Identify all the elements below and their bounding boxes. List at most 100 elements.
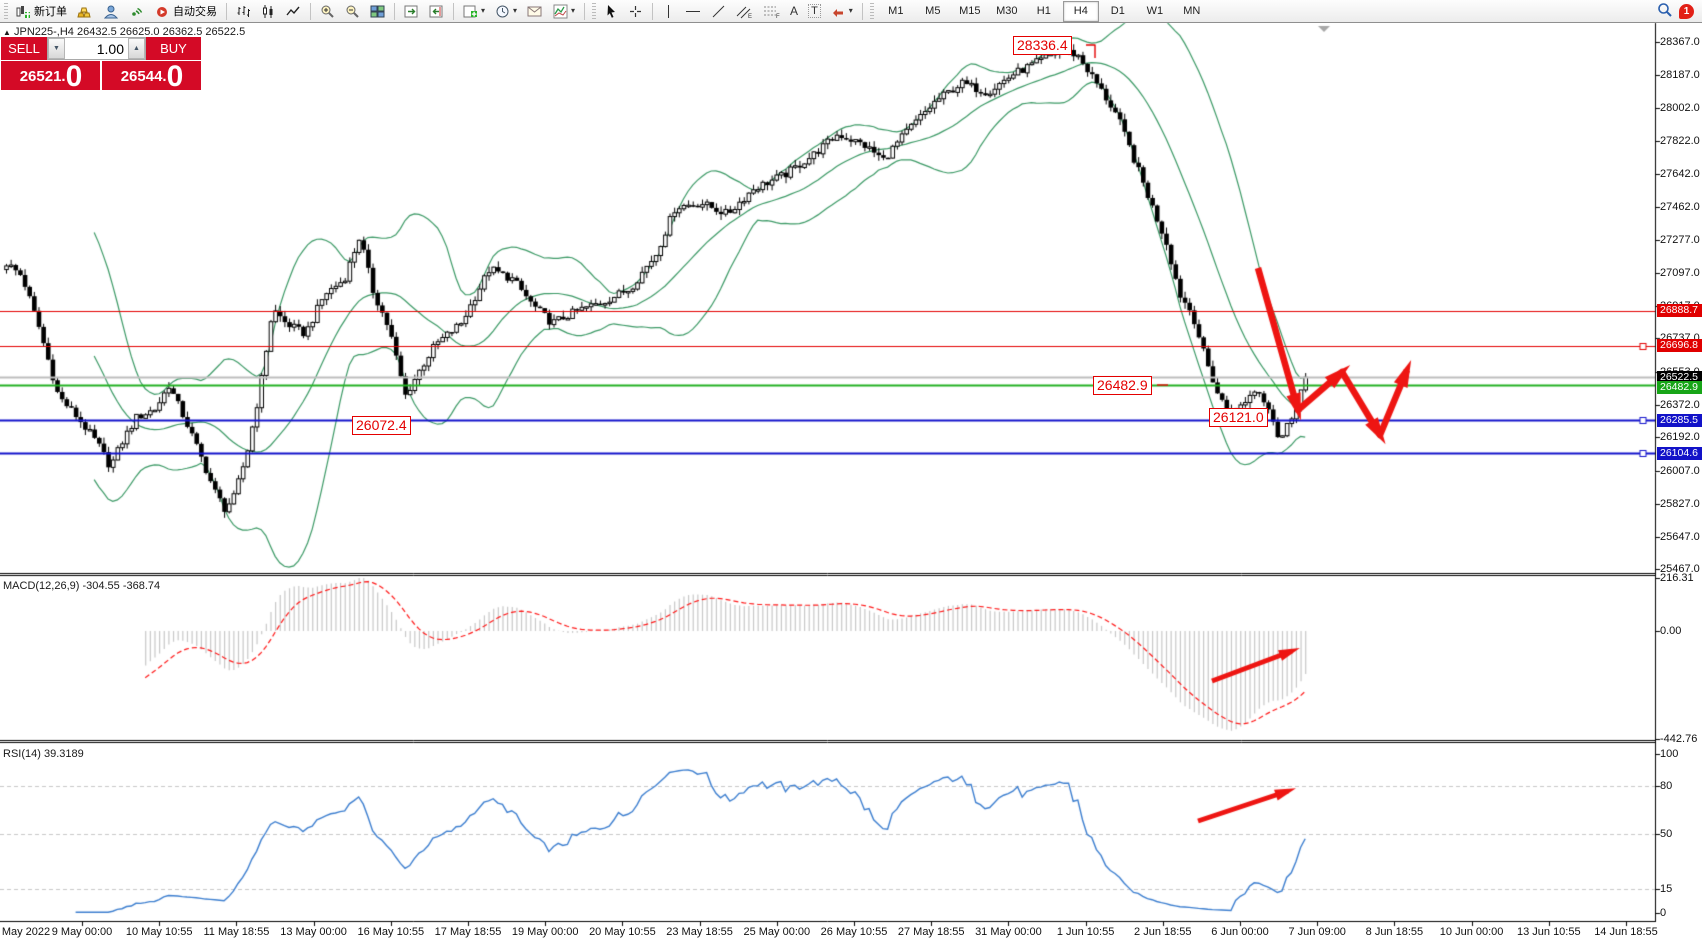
symbol-ohlc: 26432.5 26625.0 26362.5 26522.5 [76, 26, 246, 38]
price-axis-badge: 26888.7 [1657, 304, 1702, 318]
sell-button[interactable]: SELL [1, 37, 47, 60]
chart-shift-icon[interactable] [400, 0, 423, 22]
volume-decrease-button[interactable]: ▼ [48, 38, 65, 59]
symbol-header: ▲ JPN225-,H4 26432.5 26625.0 26362.5 265… [3, 26, 245, 38]
sell-price-big: 0 [65, 60, 83, 93]
timeframe-button-h4[interactable]: H4 [1062, 0, 1099, 22]
new-order-label: 新订单 [34, 6, 67, 18]
fibonacci-tool[interactable]: F [759, 0, 784, 22]
price-tick-label: 25467.0 [1660, 563, 1700, 576]
time-axis-label: 16 May 10:55 [357, 926, 425, 938]
text-tool[interactable]: A [790, 4, 799, 18]
time-axis-label: 1 Jun 10:55 [1056, 926, 1115, 938]
indicators-button[interactable]: ▾ [549, 0, 579, 22]
time-axis-label: 13 Jun 10:55 [1516, 926, 1581, 938]
time-axis-label: 6 Jun 00:00 [1211, 926, 1269, 938]
gold-icon[interactable] [73, 0, 97, 22]
notification-badge[interactable]: 1 [1679, 3, 1694, 19]
volume-input[interactable]: 1.00 [96, 40, 124, 57]
time-axis-label: 23 May 18:55 [666, 926, 733, 938]
annotation-price-label[interactable]: 26072.4 [352, 416, 411, 435]
time-axis-label: 10 May 10:55 [125, 926, 193, 938]
equidistant-channel-tool[interactable]: E [732, 0, 757, 22]
macd-tick-label: 216.31 [1660, 572, 1694, 584]
time-axis-label: 20 May 10:55 [589, 926, 656, 938]
label-tool[interactable]: T [804, 0, 825, 22]
buy-price[interactable]: 26544. 0 [102, 61, 201, 92]
sell-price-int: 26521 [19, 68, 62, 85]
price-tick-label: 27822.0 [1660, 135, 1700, 148]
timeframe-button-m15[interactable]: M15 [959, 5, 981, 17]
search-icon[interactable] [1657, 2, 1673, 21]
timeframe-button-w1[interactable]: W1 [1146, 5, 1164, 17]
price-axis-badge: 26482.9 [1657, 381, 1702, 395]
price-tick-label: 26372.0 [1660, 398, 1700, 411]
trendline-tool[interactable] [707, 0, 730, 22]
macd-label: MACD(12,26,9) -304.55 -368.74 [3, 580, 161, 592]
new-chart-button[interactable]: ▾ [459, 0, 489, 22]
time-axis-label: 8 Jun 18:55 [1365, 926, 1424, 938]
timeframe-button-m1[interactable]: M1 [888, 5, 904, 17]
autotrading-label: 自动交易 [173, 6, 217, 18]
crosshair-tool[interactable] [624, 0, 647, 22]
volume-stepper: ▼ 1.00 ▲ [47, 37, 146, 60]
price-tick-label: 27277.0 [1660, 234, 1700, 247]
time-axis-label: 27 May 18:55 [897, 926, 965, 938]
autotrading-button[interactable]: 自动交易 [151, 0, 221, 22]
chevron-down-icon: ▾ [481, 6, 486, 15]
periods-button[interactable]: ▾ [491, 0, 521, 22]
rsi-tick-label: 80 [1660, 779, 1673, 792]
tile-windows-icon[interactable] [366, 0, 389, 22]
price-tick-label: 28187.0 [1660, 68, 1700, 81]
support-chat-icon[interactable] [99, 0, 123, 22]
rsi-tick-label: 100 [1660, 748, 1679, 760]
rsi-tick-label: 50 [1660, 827, 1673, 840]
zoom-out-icon[interactable] [341, 0, 364, 22]
signal-icon[interactable] [125, 0, 149, 22]
buy-price-int: 26544 [120, 68, 163, 85]
new-order-button[interactable]: 新订单 [12, 0, 71, 22]
sell-price[interactable]: 26521. 0 [1, 60, 100, 93]
volume-increase-button[interactable]: ▲ [128, 38, 145, 59]
price-axis-badge: 26696.8 [1657, 339, 1702, 353]
chevron-down-icon: ▾ [571, 6, 576, 15]
time-axis-label: 7 Jun 09:00 [1288, 926, 1346, 938]
new-order-icon [16, 4, 31, 19]
price-axis-badge: 26104.6 [1657, 446, 1702, 460]
symbol-name: JPN225-,H4 [13, 26, 74, 38]
timeframe-button-mn[interactable]: MN [1183, 5, 1201, 17]
price-tick-label: 27097.0 [1660, 266, 1700, 279]
time-axis-label: 11 May 18:55 [203, 926, 270, 938]
annotation-price-label[interactable]: 26482.9 [1093, 376, 1152, 395]
chevron-down-icon: ▾ [513, 6, 518, 15]
rsi-tick-label: 0 [1660, 907, 1667, 920]
mail-icon[interactable] [523, 0, 547, 22]
chart-bars-icon[interactable] [232, 0, 255, 22]
timeframe-button-m30[interactable]: M30 [996, 5, 1018, 17]
annotation-price-label[interactable]: 28336.4 [1013, 36, 1072, 55]
auto-scroll-icon[interactable] [425, 0, 448, 22]
sell-price-dot: . [61, 68, 66, 85]
shapes-tool[interactable]: ▾ [827, 0, 857, 22]
annotation-price-label[interactable]: 26121.0 [1209, 408, 1268, 427]
horizontal-line-tool[interactable] [681, 0, 705, 22]
time-axis-label: 13 May 00:00 [280, 926, 347, 938]
chart-line-icon[interactable] [282, 0, 305, 22]
cursor-tool[interactable] [600, 0, 622, 22]
price-tick-label: 28002.0 [1660, 102, 1700, 115]
timeframe-button-h1[interactable]: H1 [1036, 5, 1051, 17]
price-tick-label: 25827.0 [1660, 497, 1700, 510]
timeframe-button-d1[interactable]: D1 [1110, 5, 1125, 17]
time-axis-label: May 2022 [1, 926, 51, 938]
time-axis-label: 2 Jun 18:55 [1134, 926, 1192, 938]
zoom-in-icon[interactable] [316, 0, 339, 22]
buy-price-dot: . [162, 68, 167, 85]
time-axis-label: 26 May 10:55 [820, 926, 888, 938]
timeframe-button-m5[interactable]: M5 [925, 5, 941, 17]
vertical-line-tool[interactable] [658, 0, 679, 22]
macd-tick-label: -442.76 [1660, 733, 1698, 746]
buy-button[interactable]: BUY [146, 37, 201, 60]
chart-candles-icon[interactable] [257, 0, 280, 22]
toolbar-grip [4, 3, 8, 19]
